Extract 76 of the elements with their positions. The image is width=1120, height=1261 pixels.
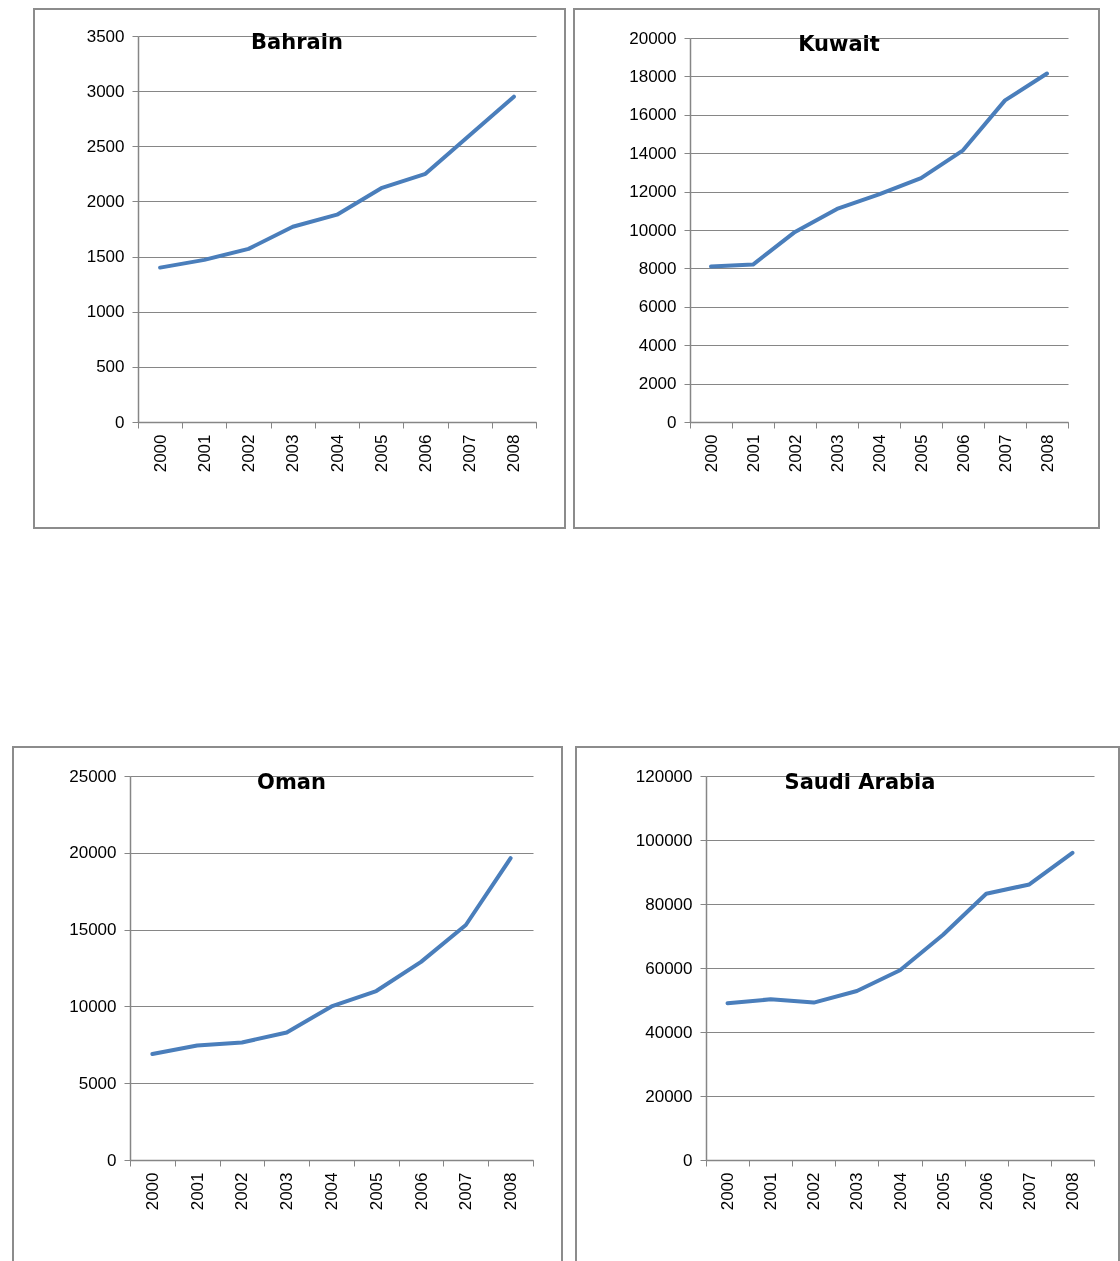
x-tick-label: 2001 xyxy=(187,1172,207,1211)
x-tick-label: 2007 xyxy=(995,434,1015,473)
x-tick-label: 2004 xyxy=(327,434,347,473)
x-tick-label: 2005 xyxy=(366,1172,386,1211)
x-tick-label: 2003 xyxy=(827,434,847,473)
y-tick-label: 100000 xyxy=(635,830,693,850)
y-tick-label: 2000 xyxy=(638,374,677,394)
x-tick-label: 2005 xyxy=(371,434,391,473)
x-tick-label: 2002 xyxy=(804,1172,824,1211)
y-tick-label: 20000 xyxy=(69,843,117,863)
x-tick-label: 2008 xyxy=(501,1172,521,1211)
x-tick-label: 2006 xyxy=(411,1172,431,1211)
y-tick-label: 15000 xyxy=(69,920,117,940)
y-tick-label: 25000 xyxy=(69,766,117,786)
y-tick-label: 12000 xyxy=(629,182,677,202)
line-series xyxy=(150,856,513,1057)
y-tick-label: 1000 xyxy=(86,302,125,322)
x-tick-label: 2004 xyxy=(869,434,889,473)
y-tick-label: 0 xyxy=(115,412,125,432)
y-tick-label: 8000 xyxy=(638,258,677,278)
x-tick-label: 2000 xyxy=(150,434,170,473)
line-series xyxy=(158,94,516,270)
x-tick-label: 2005 xyxy=(933,1172,953,1211)
chart-title: Bahrain xyxy=(251,30,343,54)
y-tick-label: 6000 xyxy=(638,297,677,317)
x-tick-label: 2002 xyxy=(785,434,805,473)
line-series xyxy=(709,71,1049,269)
chart-title: Kuwait xyxy=(798,32,880,56)
x-tick-label: 2006 xyxy=(415,434,435,473)
y-tick-label: 16000 xyxy=(629,105,677,125)
x-tick-label: 2006 xyxy=(953,434,973,473)
line-series xyxy=(725,850,1075,1006)
x-tick-label: 2007 xyxy=(1019,1172,1039,1211)
x-tick-label: 2004 xyxy=(322,1172,341,1211)
x-tick-label: 2000 xyxy=(142,1172,162,1211)
x-tick-label: 2006 xyxy=(976,1172,996,1211)
y-tick-label: 3500 xyxy=(86,26,125,46)
y-tick-label: 120000 xyxy=(635,766,693,786)
y-tick-label: 5000 xyxy=(78,1073,117,1093)
y-tick-label: 4000 xyxy=(638,335,677,355)
x-tick-label: 2007 xyxy=(460,434,480,473)
x-tick-label: 2003 xyxy=(847,1172,867,1211)
y-tick-label: 18000 xyxy=(629,66,677,86)
x-tick-label: 2003 xyxy=(277,1172,297,1211)
y-tick-label: 0 xyxy=(683,1150,693,1170)
x-tick-label: 2001 xyxy=(743,434,763,473)
y-tick-label: 0 xyxy=(107,1150,117,1170)
chart-title: Oman xyxy=(257,770,326,794)
x-tick-label: 2008 xyxy=(1062,1172,1082,1211)
y-tick-label: 14000 xyxy=(629,143,677,163)
y-tick-label: 0 xyxy=(667,412,677,432)
y-tick-label: 10000 xyxy=(629,220,677,240)
x-tick-label: 2002 xyxy=(232,1172,252,1211)
chart-title: Saudi Arabia xyxy=(784,770,936,794)
y-tick-label: 60000 xyxy=(645,958,693,978)
x-tick-label: 2001 xyxy=(761,1172,781,1211)
y-tick-label: 2500 xyxy=(86,136,125,156)
y-tick-label: 10000 xyxy=(69,996,117,1016)
y-tick-label: 3000 xyxy=(86,81,125,101)
x-tick-label: 2008 xyxy=(504,434,524,473)
x-tick-label: 2000 xyxy=(718,1172,738,1211)
y-tick-label: 20000 xyxy=(629,28,677,48)
x-tick-label: 2007 xyxy=(456,1172,476,1211)
y-tick-label: 1500 xyxy=(86,247,125,267)
x-tick-label: 2001 xyxy=(194,434,214,473)
x-tick-label: 2004 xyxy=(890,1172,910,1211)
y-tick-label: 2000 xyxy=(86,191,125,211)
y-tick-label: 500 xyxy=(96,357,125,377)
x-tick-label: 2003 xyxy=(283,434,303,473)
x-tick-label: 2002 xyxy=(239,434,259,473)
x-tick-label: 2005 xyxy=(911,434,931,473)
y-tick-label: 80000 xyxy=(645,894,693,914)
x-tick-label: 2000 xyxy=(701,434,721,473)
y-tick-label: 20000 xyxy=(645,1086,693,1106)
x-tick-label: 2008 xyxy=(1037,434,1057,473)
y-tick-label: 40000 xyxy=(645,1022,693,1042)
